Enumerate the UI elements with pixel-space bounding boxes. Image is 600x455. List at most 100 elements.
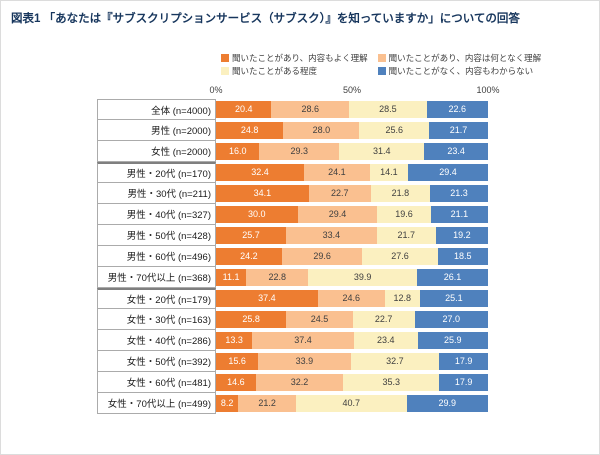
bar-segment: 39.9 (308, 269, 417, 286)
chart-rows: 全体 (n=4000) 20.4 28.6 28.5 22.6 男性 (n=2000) 24… (97, 99, 489, 414)
bar-segment: 25.1 (419, 290, 488, 307)
stacked-bar: 32.4 24.1 14.1 29.4 (216, 164, 488, 181)
bar-segment: 24.5 (286, 311, 353, 328)
legend-item: 聞いたことがあり、内容もよく理解 (221, 53, 368, 63)
stacked-bar: 24.2 29.6 27.6 18.5 (216, 248, 488, 265)
chart-row: 男性 (n=2000) 24.8 28.0 25.6 21.7 (97, 120, 488, 141)
chart-row: 男性・60代 (n=496) 24.2 29.6 27.6 18.5 (97, 246, 488, 267)
bar-segment: 24.1 (304, 164, 370, 181)
row-label: 男性・30代 (n=211) (97, 183, 216, 204)
bar-segment: 22.7 (352, 311, 415, 328)
legend-item: 聞いたことがなく、内容もわからない (377, 66, 541, 76)
row-label: 男性・50代 (n=428) (97, 225, 216, 246)
axis-ticks: 0% 50% 100% (209, 85, 499, 97)
stacked-bar: 13.3 37.4 23.4 25.9 (216, 332, 488, 349)
legend-label: 聞いたことがあり、内容は何となく理解 (388, 53, 542, 63)
bar-segment: 25.7 (216, 227, 286, 244)
stacked-bar: 11.1 22.8 39.9 26.1 (216, 269, 488, 286)
legend-item: 聞いたことがある程度 (221, 66, 368, 76)
bar-segment: 28.5 (349, 101, 427, 118)
bar-segment: 22.8 (246, 269, 309, 286)
bar-segment: 17.9 (439, 353, 488, 370)
row-label: 全体 (n=4000) (97, 99, 216, 120)
chart-row: 女性・70代以上 (n=499) 8.2 21.2 40.7 29.9 (97, 393, 488, 414)
row-label: 女性・60代 (n=481) (97, 372, 216, 393)
row-group: 全体 (n=4000) 20.4 28.6 28.5 22.6 男性 (n=2000) 24… (97, 99, 488, 162)
legend-swatch (377, 67, 386, 75)
bar-segment: 27.6 (362, 248, 438, 265)
bar-segment: 21.7 (376, 227, 436, 244)
row-label: 男性・70代以上 (n=368) (97, 267, 216, 288)
bar-segment: 33.9 (258, 353, 351, 370)
bar-segment: 23.4 (424, 143, 488, 160)
stacked-bar: 30.0 29.4 19.6 21.1 (216, 206, 488, 223)
bar-segment: 29.6 (281, 248, 363, 265)
legend: 聞いたことがあり、内容もよく理解 聞いたことがあり、内容は何となく理解 聞いたことが… (221, 53, 541, 76)
bar-segment: 31.4 (339, 143, 425, 160)
bar-segment: 27.0 (414, 311, 488, 328)
chart: 聞いたことがあり、内容もよく理解 聞いたことがあり、内容は何となく理解 聞いたことが… (97, 53, 541, 414)
bar-segment: 21.8 (370, 185, 431, 202)
chart-row: 男性・30代 (n=211) 34.1 22.7 21.8 21.3 (97, 183, 489, 204)
bar-segment: 28.0 (283, 122, 360, 139)
chart-row: 女性・20代 (n=179) 37.4 24.6 12.8 25.1 (97, 288, 488, 309)
legend-swatch (221, 54, 229, 62)
row-label: 女性・20代 (n=179) (97, 288, 216, 309)
chart-row: 男性・50代 (n=428) 25.7 33.4 21.7 19.2 (97, 225, 488, 246)
axis-tick: 50% (342, 85, 362, 95)
row-label: 女性・40代 (n=286) (97, 330, 216, 351)
bar-segment: 24.8 (216, 122, 284, 139)
bar-segment: 8.2 (216, 395, 239, 412)
legend-label: 聞いたことがあり、内容もよく理解 (232, 53, 368, 63)
chart-row: 男性・20代 (n=170) 32.4 24.1 14.1 29.4 (97, 162, 488, 183)
axis-tick: 0% (209, 85, 223, 95)
chart-row: 女性・40代 (n=286) 13.3 37.4 23.4 25.9 (97, 330, 488, 351)
bar-segment: 11.1 (216, 269, 247, 286)
bar-segment: 21.7 (429, 122, 488, 139)
bar-segment: 12.8 (384, 290, 420, 307)
stacked-bar: 14.6 32.2 35.3 17.9 (216, 374, 488, 391)
row-label: 女性 (n=2000) (97, 141, 216, 162)
stacked-bar: 16.0 29.3 31.4 23.4 (216, 143, 488, 160)
row-group: 男性・20代 (n=170) 32.4 24.1 14.1 29.4 男性・30代 (n=… (97, 162, 489, 288)
stacked-bar: 25.8 24.5 22.7 27.0 (216, 311, 488, 328)
legend-label: 聞いたことがなく、内容もわからない (388, 66, 534, 76)
bar-segment: 16.0 (216, 143, 260, 160)
bar-segment: 24.6 (317, 290, 385, 307)
bar-segment: 32.2 (255, 374, 344, 391)
chart-row: 女性・60代 (n=481) 14.6 32.2 35.3 17.9 (97, 372, 488, 393)
bar-segment: 23.4 (353, 332, 418, 349)
bar-segment: 35.3 (343, 374, 440, 391)
chart-row: 男性・70代以上 (n=368) 11.1 22.8 39.9 26.1 (97, 267, 488, 288)
bar-segment: 29.3 (259, 143, 340, 160)
stacked-bar: 15.6 33.9 32.7 17.9 (216, 353, 488, 370)
row-label: 男性・40代 (n=327) (97, 204, 216, 225)
legend-item: 聞いたことがあり、内容は何となく理解 (377, 53, 542, 63)
row-group: 女性・20代 (n=179) 37.4 24.6 12.8 25.1 女性・30代 (n=… (97, 288, 488, 414)
bar-segment: 14.1 (369, 164, 409, 181)
bar-segment: 25.6 (359, 122, 430, 139)
bar-segment: 37.4 (216, 290, 318, 307)
chart-row: 全体 (n=4000) 20.4 28.6 28.5 22.6 (97, 99, 488, 120)
bar-segment: 24.2 (216, 248, 282, 265)
bar-segment: 20.4 (216, 101, 272, 118)
bar-segment: 17.9 (439, 374, 488, 391)
bar-segment: 34.1 (216, 185, 309, 202)
legend-swatch (221, 67, 229, 75)
chart-row: 女性・30代 (n=163) 25.8 24.5 22.7 27.0 (97, 309, 488, 330)
bar-segment: 29.9 (406, 395, 488, 412)
chart-title: 図表1 「あなたは『サブスクリプションサービス（サブスク）』を知っていますか」に… (11, 13, 520, 25)
bar-segment: 19.6 (377, 206, 431, 223)
chart-row: 女性・50代 (n=392) 15.6 33.9 32.7 17.9 (97, 351, 488, 372)
row-label: 女性・70代以上 (n=499) (97, 393, 216, 414)
bar-segment: 32.7 (350, 353, 440, 370)
bar-segment: 29.4 (408, 164, 488, 181)
stacked-bar: 24.8 28.0 25.6 21.7 (216, 122, 488, 139)
chart-row: 女性 (n=2000) 16.0 29.3 31.4 23.4 (97, 141, 488, 162)
bar-segment: 18.5 (437, 248, 488, 265)
row-label: 男性・20代 (n=170) (97, 162, 216, 183)
axis-tick: 100% (476, 85, 500, 95)
stacked-bar: 34.1 22.7 21.8 21.3 (216, 185, 489, 202)
bar-segment: 21.1 (430, 206, 488, 223)
